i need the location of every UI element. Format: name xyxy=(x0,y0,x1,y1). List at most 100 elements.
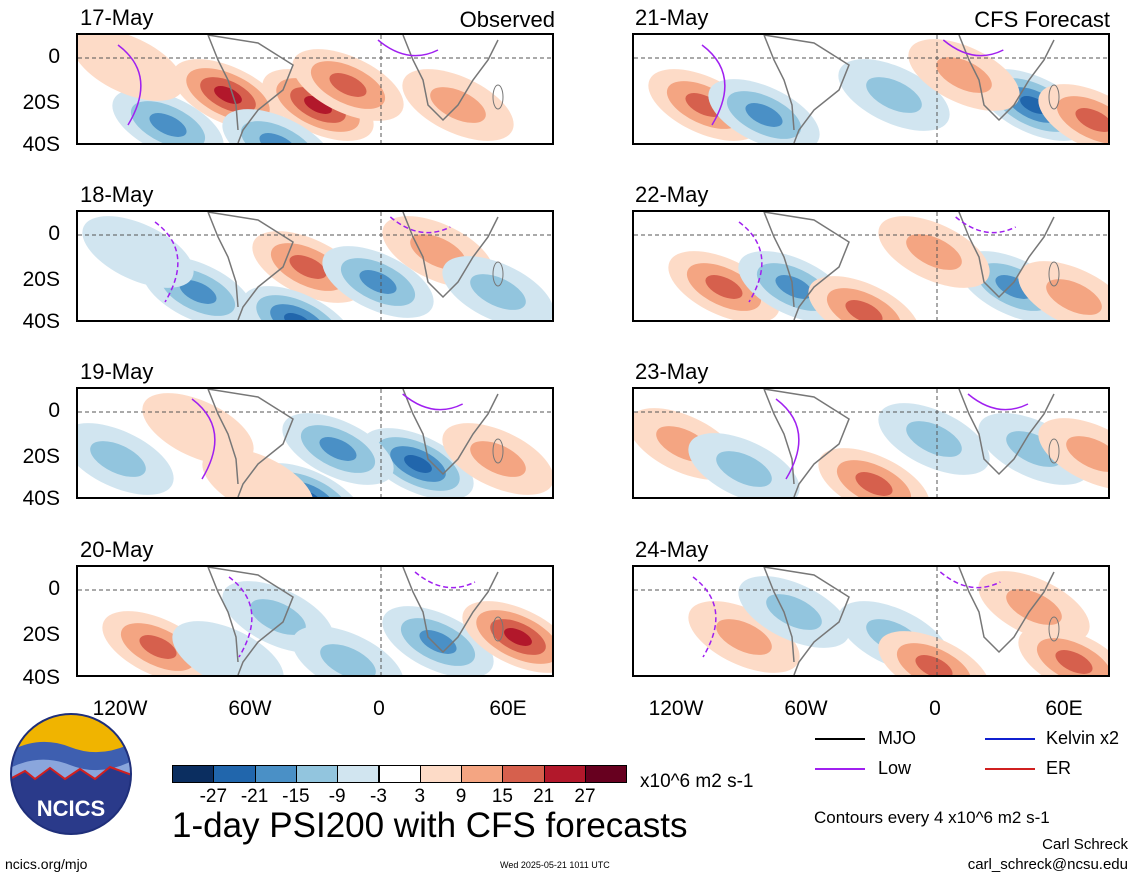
kelvin-legend-label: Kelvin x2 xyxy=(1046,728,1120,748)
panel-date-7: 23-May xyxy=(635,359,709,384)
lat-label: 40S xyxy=(22,666,60,689)
map-panel-24-may xyxy=(632,565,1110,677)
ncics-logo: NCICS xyxy=(10,713,132,835)
lat-label: 40S xyxy=(22,133,60,156)
lat-label: 0 xyxy=(48,45,60,68)
africa-coastline xyxy=(402,567,499,654)
low-legend-label: Low xyxy=(878,758,912,778)
mjo-legend-line xyxy=(815,738,865,740)
author-email[interactable]: carl_schreck@ncsu.edu xyxy=(967,856,1128,873)
anomaly-blob xyxy=(1075,108,1108,132)
anomaly-blob xyxy=(359,270,397,294)
anomaly-field xyxy=(634,212,1108,320)
anomaly-blob xyxy=(685,93,723,117)
panel-date-3: 19-May xyxy=(80,359,154,384)
panel-date-8: 24-May xyxy=(635,537,709,562)
south-america-coastline xyxy=(763,212,850,320)
lat-label: 20S xyxy=(22,91,60,114)
anomaly-blob xyxy=(259,133,297,143)
site-link[interactable]: ncics.org/mjo xyxy=(5,856,88,872)
colorbar-tick-label: -15 xyxy=(282,786,310,807)
anomaly-field xyxy=(78,567,552,675)
anomaly-field xyxy=(634,389,1108,497)
madagascar-coastline xyxy=(1048,261,1060,287)
anomaly-blob xyxy=(78,35,184,101)
lat-label: 40S xyxy=(22,487,60,510)
panel-date-2: 18-May xyxy=(80,182,154,207)
lon-label: 60W xyxy=(228,697,272,720)
anomaly-blob xyxy=(90,441,146,477)
south-america-coastline xyxy=(207,35,294,143)
colorbar-units: x10^6 m2 s-1 xyxy=(640,771,754,792)
anomaly-blob xyxy=(149,113,187,137)
anomaly-blob xyxy=(304,96,332,114)
author: Carl Schreck xyxy=(1042,836,1128,853)
colorbar-swatch xyxy=(213,765,256,783)
madagascar-coastline xyxy=(492,616,504,642)
anomaly-field xyxy=(634,567,1108,675)
south-america-coastline xyxy=(207,567,294,675)
madagascar-coastline xyxy=(492,438,504,464)
colorbar-tick-label: -21 xyxy=(240,786,269,807)
colorbar-tick-label: -27 xyxy=(199,786,228,807)
south-america-coastline xyxy=(763,567,850,675)
anomaly-blob xyxy=(845,300,883,320)
anomaly-blob xyxy=(775,275,813,299)
africa-coastline xyxy=(958,389,1055,476)
timestamp: Wed 2025-05-21 1011 UTC xyxy=(500,860,610,870)
map-panel-22-may xyxy=(632,210,1110,322)
madagascar-coastline xyxy=(492,84,504,110)
colorbar-tick-label: 15 xyxy=(491,786,513,807)
low-contour xyxy=(692,571,1001,658)
anomaly-blob xyxy=(504,628,532,646)
south-america-coastline xyxy=(207,389,294,497)
colorbar-swatch xyxy=(543,765,586,783)
madagascar-coastline xyxy=(1048,438,1060,464)
map-panel-19-may xyxy=(76,387,554,499)
colorbar-tick-label: 21 xyxy=(533,786,555,807)
anomaly-blob xyxy=(284,313,312,320)
low-legend-line xyxy=(815,768,865,770)
colorbar-swatch xyxy=(254,765,297,783)
colorbar-swatch xyxy=(172,765,215,783)
lon-label: 120W xyxy=(648,697,704,720)
lat-label: 0 xyxy=(48,222,60,245)
africa-coastline xyxy=(958,35,1055,122)
anomaly-blob xyxy=(855,472,893,496)
map-panel-20-may xyxy=(76,565,554,677)
lat-label: 20S xyxy=(22,268,60,291)
lon-label: 60W xyxy=(784,697,828,720)
low-contour xyxy=(775,393,1029,480)
colorbar-tick-label: -3 xyxy=(370,786,387,807)
main-title: 1-day PSI200 with CFS forecasts xyxy=(172,806,688,845)
anomaly-blob xyxy=(240,121,316,143)
colorbar-swatch xyxy=(461,765,504,783)
colorbar-tick-label: 3 xyxy=(414,786,426,807)
er-legend-label: ER xyxy=(1046,758,1072,778)
logo-text: NCICS xyxy=(37,796,105,821)
colorbar-tick-label: 27 xyxy=(574,786,596,807)
anomaly-blob xyxy=(319,437,357,461)
anomaly-blob xyxy=(320,644,376,675)
anomaly-blob xyxy=(329,73,367,97)
colorbar-swatch xyxy=(419,765,463,783)
panel-date-5: 21-May xyxy=(635,5,709,30)
anomaly-blob xyxy=(1055,650,1093,674)
anomaly-field xyxy=(78,35,552,143)
anomaly-field xyxy=(634,35,1108,143)
colorbar-swatch xyxy=(378,765,421,783)
anomaly-blob xyxy=(1066,436,1108,472)
anomaly-blob xyxy=(1006,431,1062,467)
colorbar-swatch xyxy=(585,765,628,783)
anomaly-blob xyxy=(404,455,432,473)
anomaly-blob xyxy=(906,234,962,270)
colorbar-tick-label: 9 xyxy=(455,786,467,807)
anomaly-blob xyxy=(139,635,177,659)
contour-note: Contours every 4 x10^6 m2 s-1 xyxy=(814,808,1050,827)
panel-date-6: 22-May xyxy=(635,182,709,207)
map-panel-17-may xyxy=(76,33,554,145)
colorbar-swatch xyxy=(502,765,545,783)
anomaly-field xyxy=(78,212,552,320)
anomaly-blob xyxy=(289,255,327,279)
africa-coastline xyxy=(402,212,499,299)
